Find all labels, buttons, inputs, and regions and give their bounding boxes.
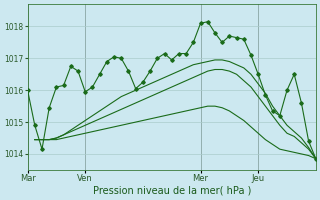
X-axis label: Pression niveau de la mer( hPa ): Pression niveau de la mer( hPa ) xyxy=(92,186,251,196)
